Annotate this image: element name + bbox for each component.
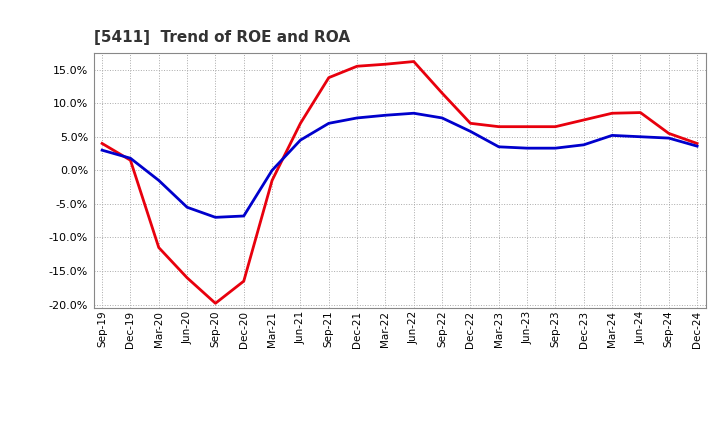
- ROA: [98, 147, 107, 153]
- ROE: [523, 124, 531, 129]
- ROE: [183, 275, 192, 280]
- Line: ROE: ROE: [102, 62, 697, 303]
- ROA: [693, 143, 701, 149]
- ROE: [636, 110, 644, 115]
- ROA: [495, 144, 503, 150]
- ROE: [410, 59, 418, 64]
- ROE: [665, 131, 673, 136]
- ROE: [325, 75, 333, 80]
- ROA: [410, 110, 418, 116]
- ROA: [183, 205, 192, 210]
- ROE: [551, 124, 559, 129]
- ROA: [211, 215, 220, 220]
- ROA: [126, 156, 135, 161]
- ROE: [155, 245, 163, 250]
- ROE: [466, 121, 474, 126]
- ROA: [268, 168, 276, 173]
- ROE: [381, 62, 390, 67]
- ROA: [353, 115, 361, 121]
- ROE: [126, 158, 135, 163]
- ROE: [693, 141, 701, 146]
- ROA: [551, 146, 559, 151]
- ROA: [240, 213, 248, 219]
- ROA: [608, 133, 616, 138]
- ROE: [580, 117, 588, 123]
- Line: ROA: ROA: [102, 113, 697, 217]
- ROE: [608, 110, 616, 116]
- ROE: [353, 64, 361, 69]
- ROA: [665, 136, 673, 141]
- ROA: [580, 142, 588, 147]
- ROE: [495, 124, 503, 129]
- ROA: [296, 137, 305, 143]
- ROA: [466, 129, 474, 134]
- ROE: [211, 301, 220, 306]
- ROE: [98, 141, 107, 146]
- Text: [5411]  Trend of ROE and ROA: [5411] Trend of ROE and ROA: [94, 29, 350, 45]
- ROA: [325, 121, 333, 126]
- ROA: [636, 134, 644, 139]
- ROE: [268, 178, 276, 183]
- ROA: [438, 115, 446, 121]
- ROE: [296, 121, 305, 126]
- ROE: [240, 279, 248, 284]
- ROE: [438, 91, 446, 96]
- ROA: [381, 113, 390, 118]
- ROA: [523, 146, 531, 151]
- ROA: [155, 178, 163, 183]
